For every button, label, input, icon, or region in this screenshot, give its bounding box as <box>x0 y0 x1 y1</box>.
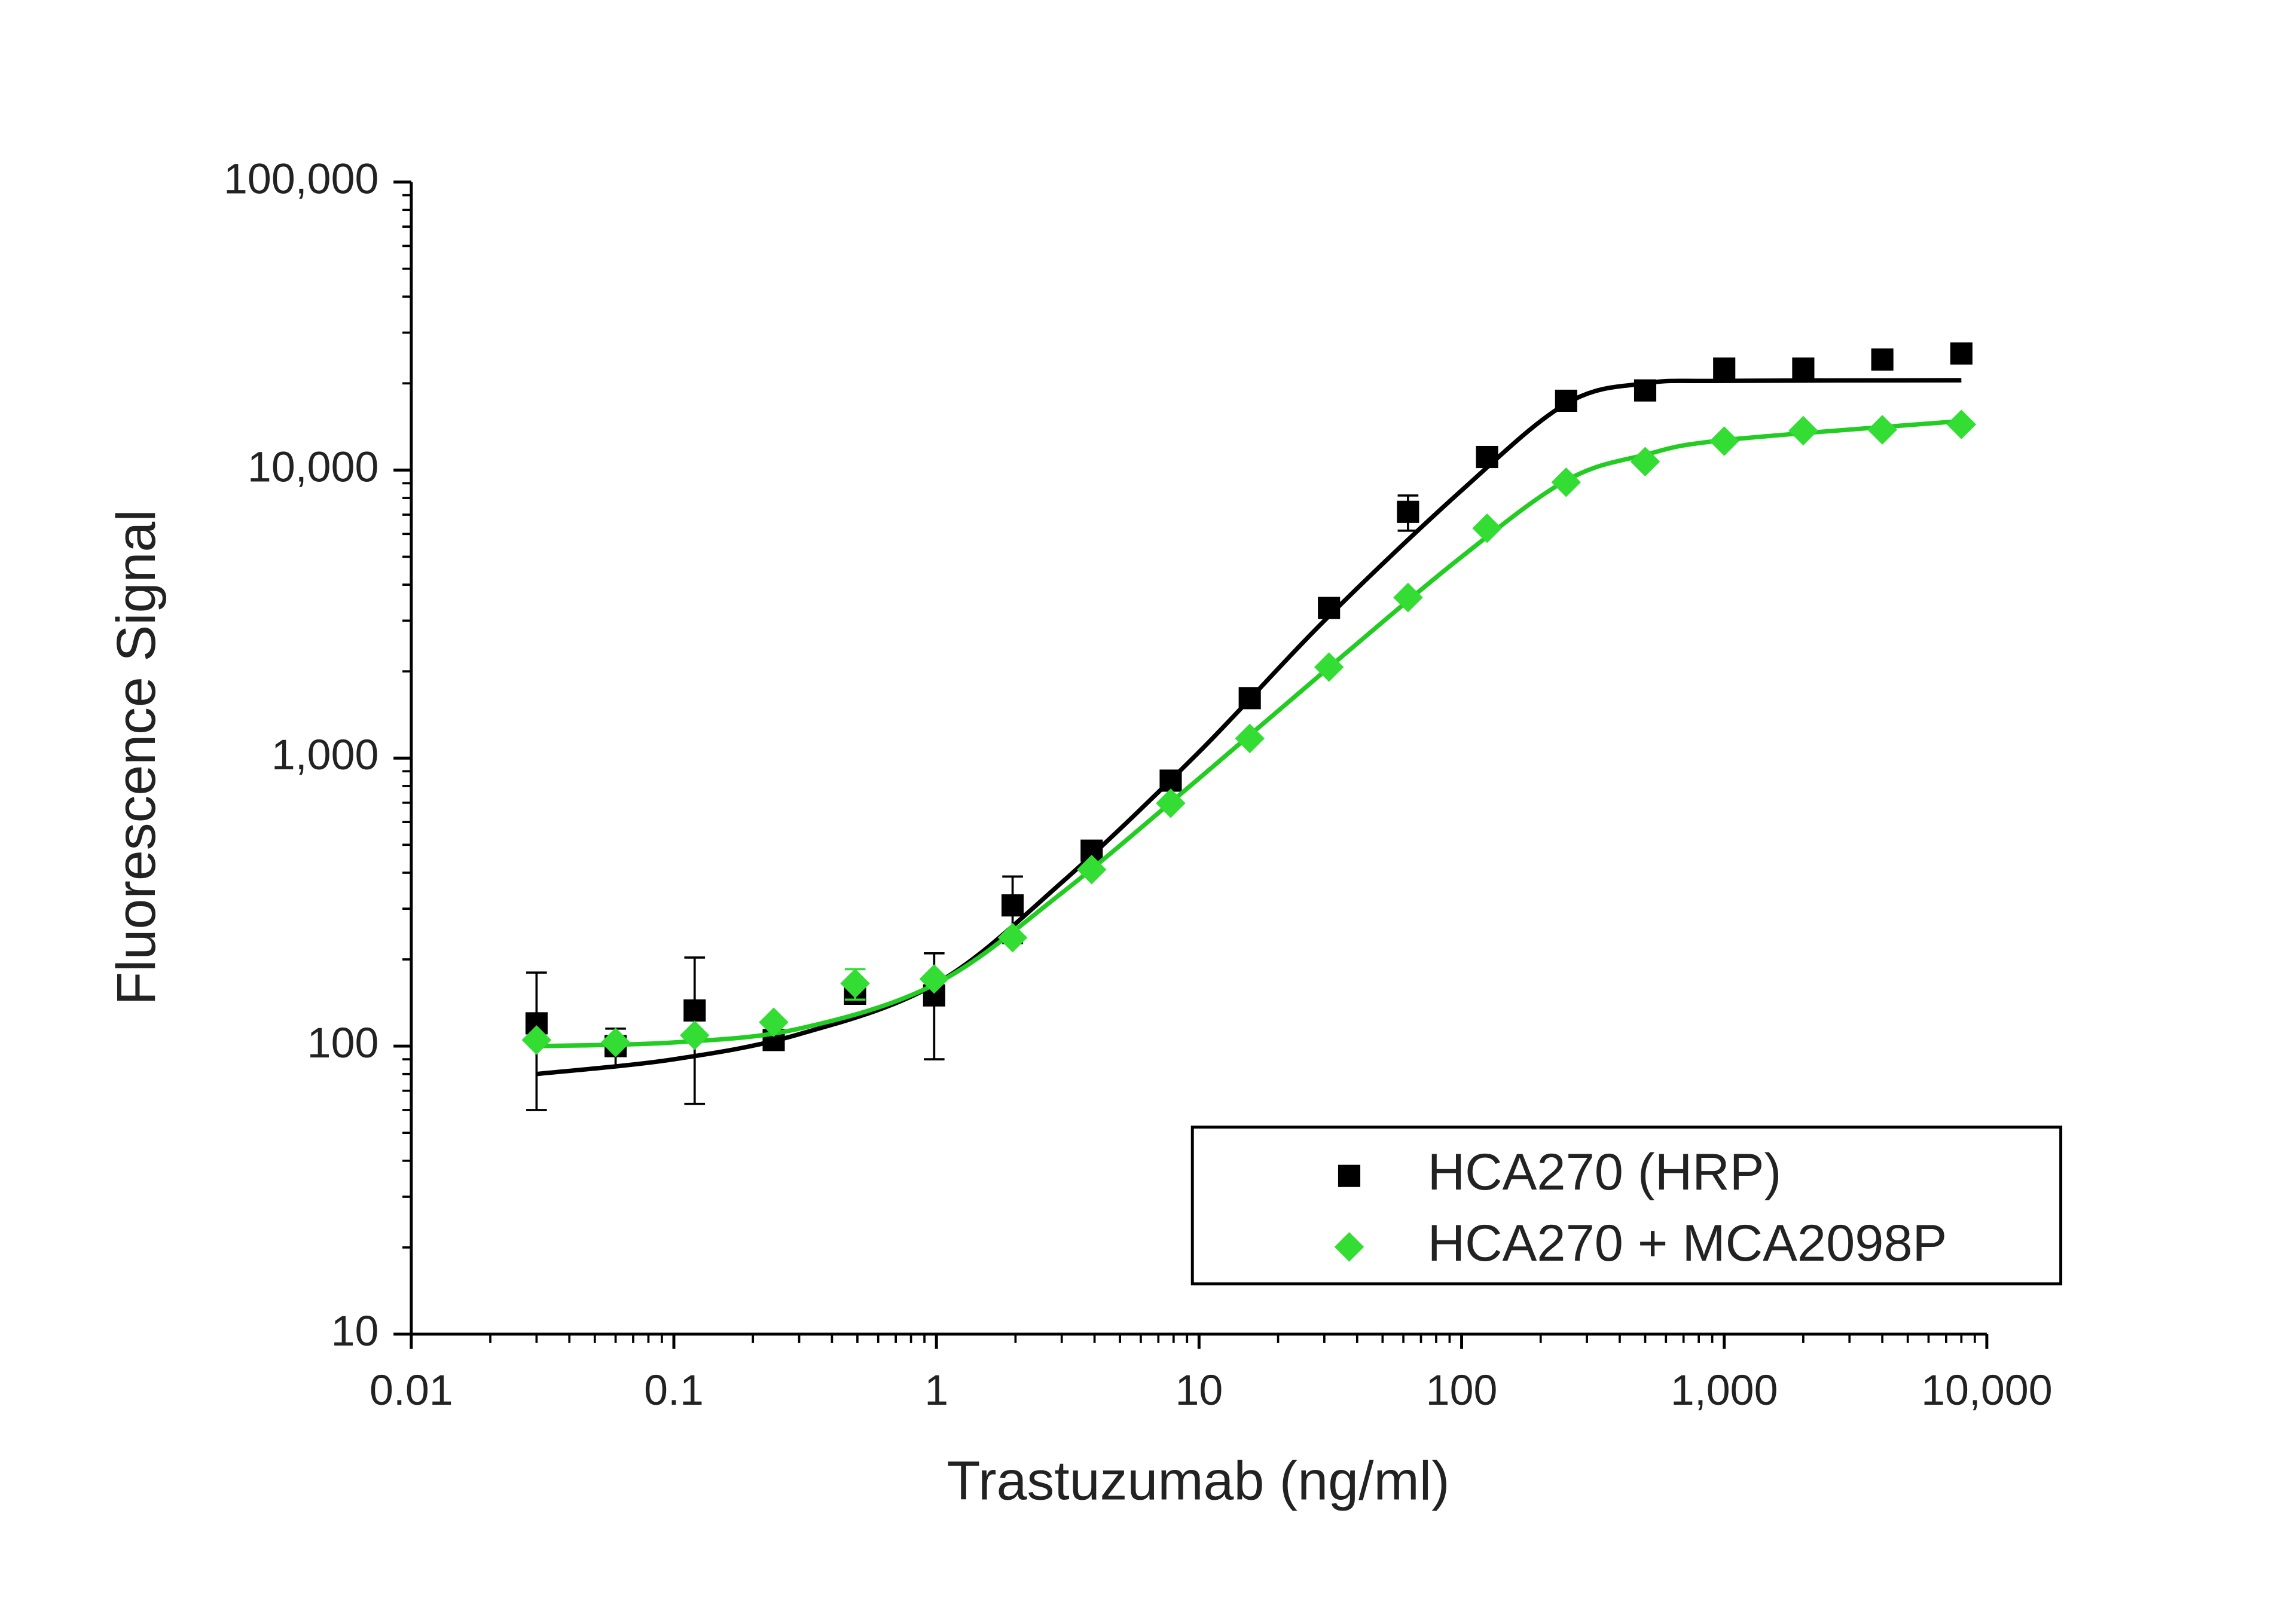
data-point <box>1950 342 1973 365</box>
data-point <box>1792 357 1815 380</box>
x-tick-label: 0.01 <box>370 1366 453 1414</box>
legend-text: HCA270 + MCA2098P <box>1428 1215 1947 1272</box>
data-point <box>1318 597 1341 619</box>
data-point <box>1709 426 1739 456</box>
x-axis-label: Trastuzumab (ng/ml) <box>947 1450 1450 1511</box>
y-tick-label: 10,000 <box>248 443 378 491</box>
y-tick-label: 100,000 <box>224 155 378 203</box>
data-point <box>1397 500 1419 523</box>
data-point <box>683 999 706 1022</box>
y-tick-label: 1,000 <box>271 731 379 779</box>
data-point <box>759 1007 789 1037</box>
data-point <box>1788 415 1818 446</box>
legend-text: HCA270 (HRP) <box>1428 1144 1782 1201</box>
x-tick-label: 1,000 <box>1671 1366 1778 1414</box>
data-point <box>680 1020 710 1050</box>
x-tick-label: 10,000 <box>1921 1366 2052 1414</box>
data-point <box>1476 445 1498 469</box>
data-point <box>521 1025 552 1055</box>
data-point <box>1159 769 1182 792</box>
data-point <box>1713 357 1736 380</box>
x-tick-label: 1 <box>924 1366 948 1414</box>
data-point <box>1871 348 1894 371</box>
data-point <box>997 922 1028 953</box>
data-point <box>1946 409 1977 439</box>
data-point <box>1472 513 1502 543</box>
x-tick-label: 0.1 <box>644 1366 704 1414</box>
data-point <box>1077 855 1107 885</box>
x-tick-label: 100 <box>1426 1366 1498 1414</box>
data-point <box>1002 894 1024 917</box>
data-point <box>1551 467 1581 497</box>
data-point <box>1156 788 1186 818</box>
y-tick-label: 10 <box>331 1307 379 1355</box>
y-axis-label: Fluorescence Signal <box>106 509 167 1005</box>
data-point <box>1555 389 1577 412</box>
data-point <box>919 964 949 994</box>
legend-marker <box>1334 1232 1364 1262</box>
data-point <box>1630 447 1660 476</box>
legend-box <box>1190 1126 2063 1286</box>
data-point <box>840 968 870 999</box>
legend-marker <box>1338 1164 1361 1187</box>
data-point <box>1634 379 1657 402</box>
x-tick-label: 10 <box>1175 1366 1223 1414</box>
y-tick-label: 100 <box>307 1019 379 1067</box>
data-point <box>1393 582 1423 613</box>
data-point <box>1238 687 1261 710</box>
data-point <box>1867 415 1897 445</box>
